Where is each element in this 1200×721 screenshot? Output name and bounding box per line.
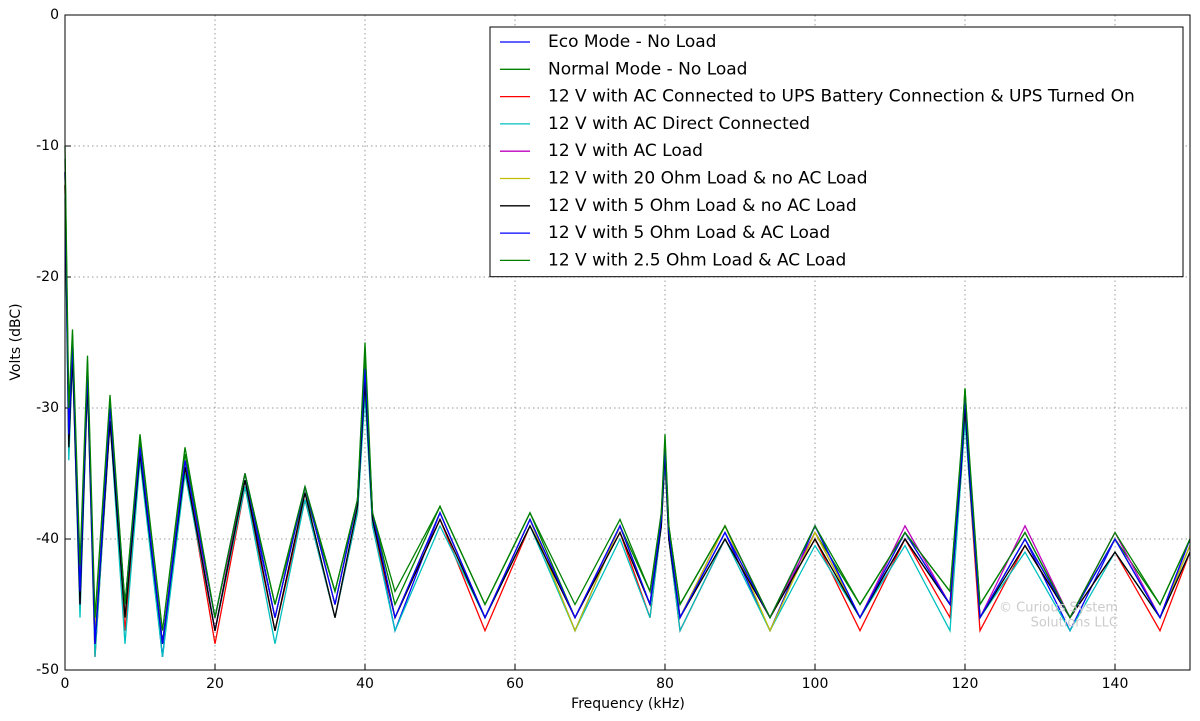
y-tick-label: 0 [50,7,59,23]
y-tick-label: -50 [36,662,59,678]
x-tick-label: 120 [952,676,979,692]
legend-box [489,26,1184,278]
watermark: © Curious System [999,601,1118,616]
legend-label: 12 V with 5 Ohm Load & no AC Load [548,196,857,216]
x-tick-label: 40 [356,676,374,692]
y-axis-label: Volts (dBC) [8,303,24,380]
legend-label: 12 V with 2.5 Ohm Load & AC Load [548,250,846,270]
legend-label: 12 V with AC Direct Connected [548,114,810,134]
legend-label: 12 V with 5 Ohm Load & AC Load [548,223,830,243]
x-tick-label: 100 [802,676,829,692]
watermark: Solutions LLC [1031,616,1118,631]
y-tick-label: -10 [36,138,59,154]
legend-label: 12 V with 20 Ohm Load & no AC Load [548,169,868,189]
plot-frame [64,14,1191,671]
legend-label: Eco Mode - No Load [548,32,716,52]
x-tick-label: 20 [206,676,224,692]
legend-label: 12 V with AC Connected to UPS Battery Co… [548,87,1135,107]
legend-label: 12 V with AC Load [548,141,703,161]
x-tick-label: 0 [61,676,70,692]
y-tick-label: -30 [36,400,59,416]
y-tick-label: -20 [36,269,59,285]
x-tick-label: 80 [656,676,674,692]
y-tick-label: -40 [36,531,59,547]
legend-label: Normal Mode - No Load [548,59,747,79]
x-tick-label: 140 [1102,676,1129,692]
x-axis-label: Frequency (kHz) [571,696,685,712]
x-tick-label: 60 [506,676,524,692]
series-line [64,145,1191,631]
